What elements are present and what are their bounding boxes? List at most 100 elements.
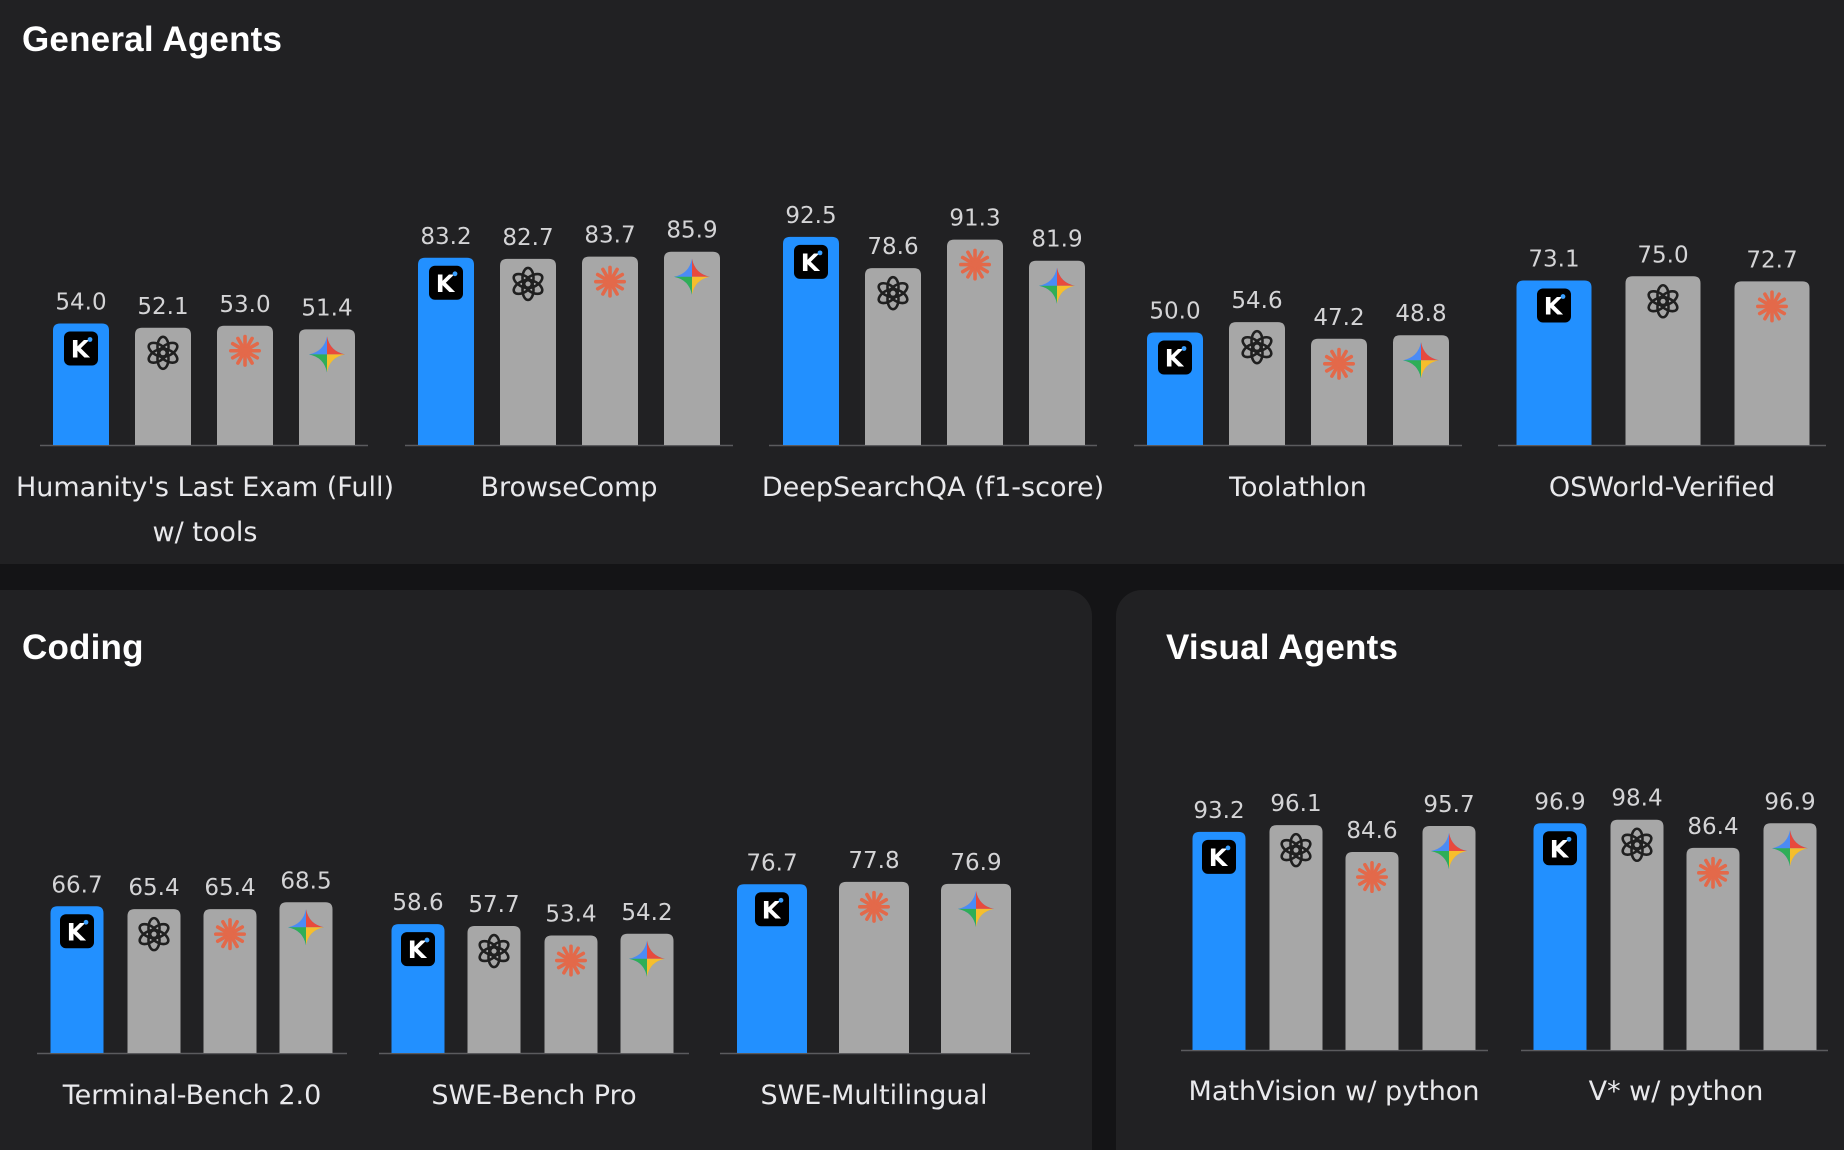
gemini-icon: [958, 890, 994, 927]
bar-anthropic: [947, 239, 1003, 445]
data-label: 82.7: [502, 225, 553, 251]
chart-deepsearchqa-f1-score: K 92.5 78.6 91.3 81.9 DeepSearchQA (f1-score): [762, 203, 1104, 503]
data-label: 83.7: [584, 223, 635, 249]
svg-text:K: K: [762, 896, 782, 924]
bar-gemini: [620, 933, 674, 1053]
chart-mathvision-w-python: K 93.2 96.1 84.6 95.7 MathVision w/ python: [1181, 791, 1488, 1107]
gemini-icon: [674, 258, 710, 295]
bar-anthropic: [1686, 847, 1740, 1050]
chart-swe-bench-pro: K 58.6 57.7 53.4 54.2 SWE-Bench Pro: [379, 890, 689, 1111]
svg-text:K: K: [408, 936, 428, 964]
chart-toolathlon: K 50.0 54.6 47.2 48.8 Toolathlon: [1134, 288, 1462, 503]
anthropic-icon: [214, 918, 246, 951]
chart-title: BrowseComp: [480, 472, 657, 503]
bar-anthropic: [217, 325, 273, 445]
bar-gemini: [1763, 823, 1817, 1050]
data-label: 91.3: [949, 206, 1000, 232]
anthropic-icon: [555, 944, 587, 977]
data-label: 85.9: [666, 218, 717, 244]
bar-anthropic: [544, 935, 598, 1053]
svg-text:K: K: [1165, 345, 1185, 373]
kimi-k-icon: K: [1537, 288, 1571, 323]
chart-title: SWE-Multilingual: [760, 1080, 987, 1111]
kimi-k-icon: K: [1543, 831, 1577, 866]
chart-terminal-bench-2-0: K 66.7 65.4 65.4 68.5 Terminal-Bench 2.0: [37, 868, 347, 1111]
bar-anthropic: [839, 881, 909, 1053]
gemini-icon: [1431, 833, 1467, 870]
gemini-icon: [1039, 267, 1075, 304]
gemini-icon: [309, 336, 345, 373]
svg-text:K: K: [71, 336, 91, 364]
data-label: 54.0: [55, 290, 106, 316]
data-label: 57.7: [468, 892, 519, 918]
kimi-k-icon: K: [794, 244, 828, 279]
data-label: 75.0: [1637, 242, 1688, 268]
kimi-k-icon: K: [429, 265, 463, 300]
data-label: 76.7: [746, 850, 797, 876]
openai-icon: [1647, 283, 1679, 319]
bar-openai: [1269, 825, 1323, 1050]
bar-kimi: [1516, 280, 1592, 445]
openai-icon: [1280, 832, 1312, 868]
data-label: 65.4: [128, 875, 179, 901]
svg-text:K: K: [1209, 844, 1229, 872]
bar-kimi: [737, 884, 807, 1053]
chart-title: Terminal-Bench 2.0: [62, 1080, 322, 1111]
data-label: 52.1: [137, 294, 188, 320]
data-label: 73.1: [1528, 247, 1579, 273]
data-label: 54.6: [1231, 288, 1282, 314]
chart-title: Humanity's Last Exam (Full): [16, 472, 394, 503]
openai-icon: [877, 275, 909, 311]
data-label: 95.7: [1423, 792, 1474, 818]
bar-anthropic: [203, 909, 257, 1053]
bar-openai: [1625, 276, 1701, 445]
chart-swe-multilingual: K 76.7 77.8 76.9 SWE-Multilingual: [720, 848, 1030, 1111]
data-label: 77.8: [848, 848, 899, 874]
gemini-icon: [1403, 342, 1439, 379]
bar-kimi: [418, 257, 474, 445]
data-label: 65.4: [204, 875, 255, 901]
data-label: 47.2: [1313, 305, 1364, 331]
chart-title: MathVision w/ python: [1189, 1076, 1480, 1107]
bar-gemini: [299, 329, 355, 445]
anthropic-icon: [1323, 347, 1355, 380]
coding-panel: Coding: [0, 590, 1092, 1150]
data-label: 81.9: [1031, 227, 1082, 253]
data-label: 50.0: [1149, 299, 1200, 325]
openai-icon: [1621, 827, 1653, 863]
data-label: 76.9: [950, 850, 1001, 876]
anthropic-icon: [1697, 856, 1729, 889]
data-label: 53.4: [545, 902, 596, 928]
benchmark-charts: K 54.0 52.1 53.0 51.4 Humanity's Last Exam (F…: [16, 203, 1828, 1111]
bar-kimi: [783, 236, 839, 445]
chart-browsecomp: K 83.2 82.7 83.7 85.9 BrowseComp: [405, 218, 733, 503]
chart-title: DeepSearchQA (f1-score): [762, 472, 1104, 503]
bar-openai: [865, 268, 921, 445]
bar-kimi: [1192, 831, 1246, 1050]
anthropic-icon: [1356, 861, 1388, 894]
anthropic-icon: [229, 334, 261, 367]
chart-title: SWE-Bench Pro: [431, 1080, 636, 1111]
chart-title: OSWorld-Verified: [1549, 472, 1775, 503]
bar-gemini: [1393, 335, 1449, 445]
data-label: 96.9: [1534, 789, 1585, 815]
kimi-k-icon: K: [1158, 340, 1192, 375]
gemini-icon: [629, 940, 665, 977]
data-label: 53.0: [219, 292, 270, 318]
anthropic-icon: [1756, 290, 1788, 323]
data-label: 72.7: [1746, 247, 1797, 273]
chart-subtitle: w/ tools: [153, 517, 258, 548]
chart-humanity-s-last-exam-full: K 54.0 52.1 53.0 51.4 Humanity's Last Exam (F…: [16, 290, 394, 549]
openai-icon: [147, 335, 179, 371]
chart-osworld-verified: K 73.1 75.0 72.7 OSWorld-Verified: [1498, 242, 1826, 503]
coding-title: Coding: [22, 628, 144, 667]
anthropic-icon: [858, 890, 890, 923]
data-label: 48.8: [1395, 301, 1446, 327]
data-label: 51.4: [301, 295, 352, 321]
chart-title: V* w/ python: [1589, 1076, 1764, 1107]
svg-text:K: K: [1550, 835, 1570, 863]
bar-gemini: [941, 883, 1011, 1053]
openai-icon: [1241, 329, 1273, 365]
openai-icon: [478, 933, 510, 969]
